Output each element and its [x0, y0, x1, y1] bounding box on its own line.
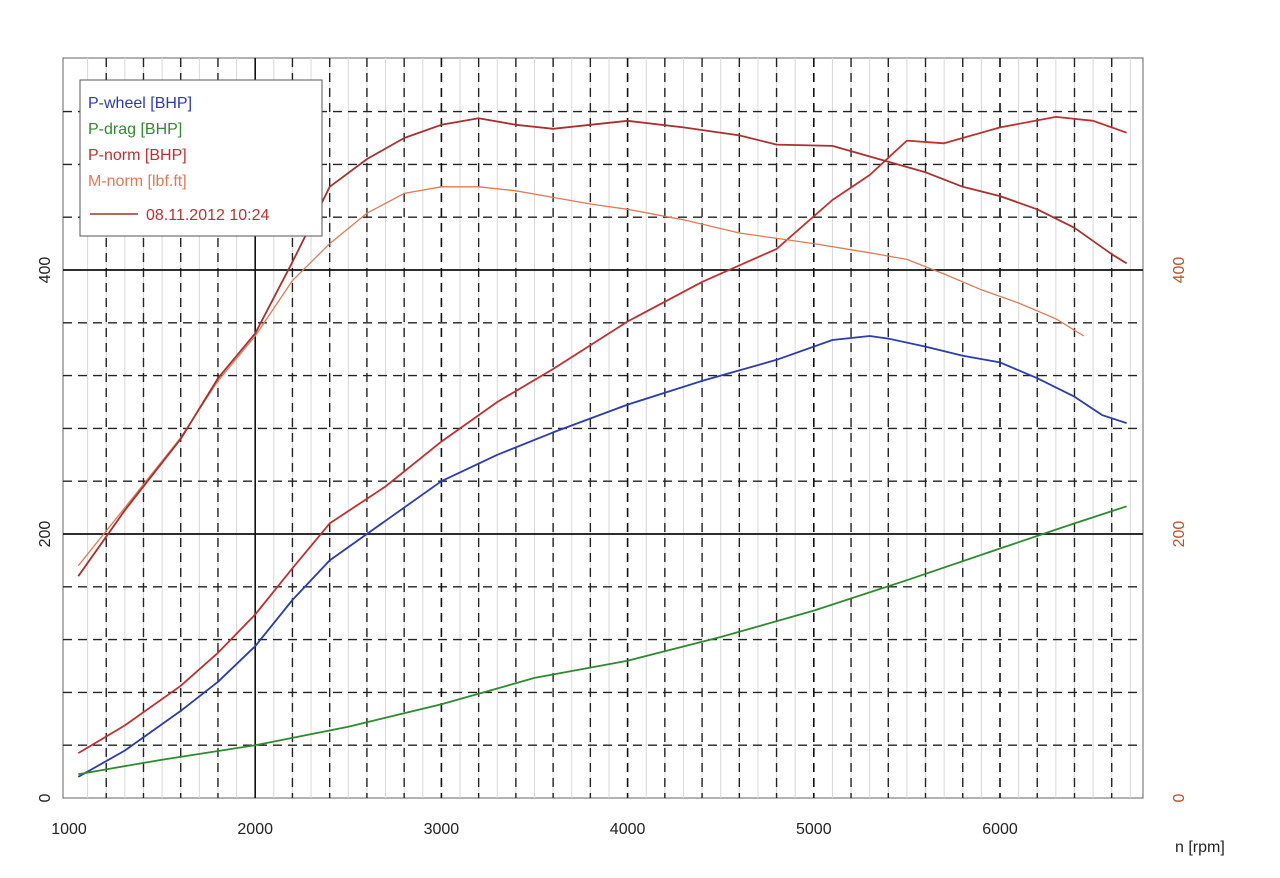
- y-right-tick-label: 400: [1171, 257, 1188, 284]
- x-tick-label: 5000: [796, 821, 832, 838]
- legend-timestamp: 08.11.2012 10:24: [146, 207, 269, 224]
- y-right-tick-label: 0: [1171, 793, 1188, 802]
- y-right-tick-labels: 0 200 400: [1171, 257, 1188, 803]
- x-axis-unit-label: n [rpm]: [1175, 839, 1225, 856]
- y-left-tick-label: 200: [37, 521, 54, 548]
- y-left-tick-label: 0: [37, 793, 54, 802]
- legend-box: [79, 79, 323, 237]
- legend: P-wheel [BHP] P-drag [BHP] P-norm [BHP] …: [79, 79, 323, 237]
- legend-entry-p-wheel: P-wheel [BHP]: [88, 95, 192, 112]
- y-right-tick-label: 200: [1171, 521, 1188, 548]
- series-line-1: [78, 505, 1127, 776]
- y-left-tick-label: 400: [37, 257, 54, 284]
- series-line-2: [77, 116, 1127, 754]
- series-layer: [77, 116, 1128, 778]
- series-line-4: [77, 117, 1128, 577]
- x-tick-label: 4000: [610, 821, 646, 838]
- x-tick-labels: 1000 2000 3000 4000 5000 6000: [51, 821, 1018, 838]
- legend-entry-p-drag: P-drag [BHP]: [88, 121, 182, 138]
- y-left-tick-labels: 0 200 400: [37, 257, 54, 803]
- legend-entry-m-norm: M-norm [lbf.ft]: [88, 173, 187, 190]
- series-line-0: [77, 335, 1127, 778]
- x-tick-label: 6000: [982, 821, 1018, 838]
- x-tick-label: 1000: [51, 821, 87, 838]
- x-tick-label: 3000: [424, 821, 460, 838]
- legend-entry-p-norm: P-norm [BHP]: [88, 147, 187, 164]
- x-tick-label: 2000: [237, 821, 273, 838]
- series-line-3: [77, 186, 1085, 567]
